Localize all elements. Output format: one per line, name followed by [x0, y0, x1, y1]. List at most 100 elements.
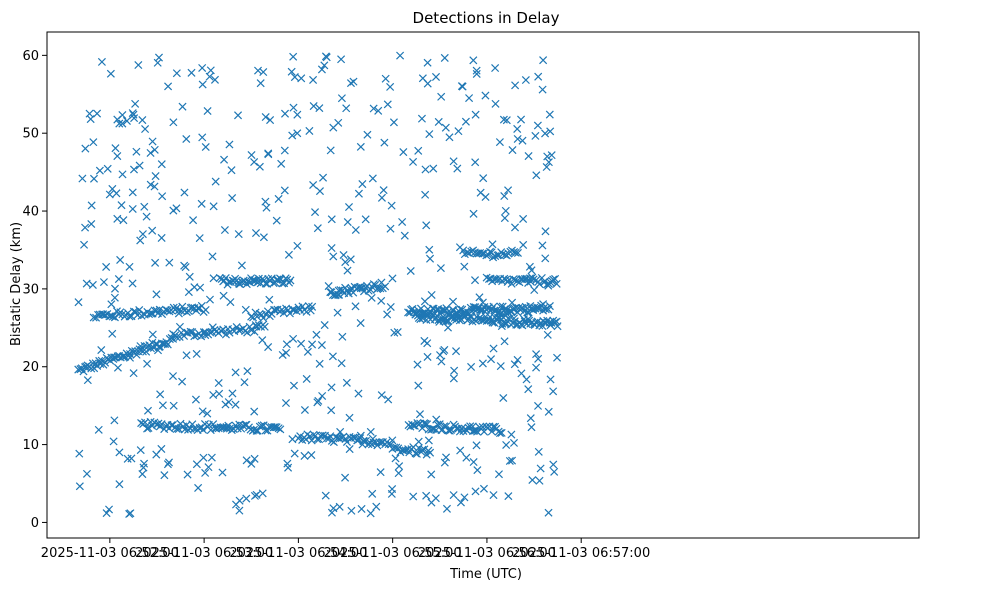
detection-marker [489, 344, 498, 353]
detection-marker [508, 146, 517, 155]
detection-marker [377, 193, 386, 202]
detection-marker [470, 305, 479, 314]
detection-marker [260, 322, 269, 331]
detection-marker [198, 63, 207, 72]
detection-marker [342, 378, 351, 387]
detection-marker [534, 72, 543, 81]
detection-marker [513, 277, 522, 286]
detection-marker [102, 262, 111, 271]
detection-marker [472, 441, 481, 450]
detection-marker [504, 492, 513, 501]
detection-marker [242, 456, 251, 465]
detection-marker [204, 463, 213, 472]
detection-marker [259, 233, 268, 242]
detection-marker [376, 468, 385, 477]
detection-marker [327, 243, 336, 253]
detection-marker [280, 186, 289, 195]
detection-marker [453, 164, 462, 173]
detection-marker [456, 305, 465, 314]
detection-marker [478, 298, 487, 307]
detection-marker [317, 65, 326, 74]
detection-marker [136, 236, 145, 245]
y-axis-ticks: 0 10 20 30 40 50 60 [22, 49, 47, 531]
detection-marker [400, 231, 409, 240]
detection-marker [436, 351, 445, 360]
detection-marker [250, 491, 259, 500]
detection-marker [420, 297, 429, 306]
detection-marker [327, 406, 336, 415]
detection-marker [143, 406, 153, 415]
detection-marker [544, 407, 553, 416]
detection-marker [406, 266, 415, 276]
detection-marker [278, 279, 287, 288]
detection-marker [345, 445, 354, 454]
detection-marker [165, 258, 174, 267]
detection-marker [456, 498, 465, 507]
detection-marker [300, 405, 309, 415]
detection-marker [398, 217, 407, 227]
detection-marker [110, 284, 120, 293]
detection-marker [366, 509, 375, 518]
detection-marker [356, 319, 365, 328]
detection-marker [532, 171, 541, 180]
detection-marker [449, 157, 458, 166]
detection-marker [142, 212, 151, 221]
detection-marker [309, 75, 318, 84]
detection-marker [148, 137, 157, 146]
detection-marker [216, 423, 225, 432]
detection-marker [361, 215, 370, 224]
detection-marker [418, 424, 427, 433]
detection-marker [151, 258, 160, 267]
detection-marker [208, 252, 217, 261]
detection-marker [423, 58, 432, 67]
detection-marker [502, 116, 511, 125]
detection-marker [75, 449, 84, 458]
detection-marker [151, 172, 160, 181]
detection-marker [254, 277, 263, 286]
detection-marker [164, 458, 174, 467]
detection-marker [519, 214, 528, 223]
y-tick-label: 10 [22, 438, 39, 453]
detection-marker [423, 420, 432, 429]
detection-marker [412, 449, 421, 458]
detection-marker [546, 321, 555, 330]
detection-marker [413, 360, 422, 369]
detection-marker [272, 216, 281, 225]
detection-marker [132, 147, 141, 156]
chart-title: Detections in Delay [413, 9, 560, 27]
detection-marker [220, 225, 229, 235]
detection-marker [174, 306, 183, 315]
detection-marker [201, 328, 210, 337]
detection-marker [499, 393, 508, 403]
detection-marker [258, 336, 267, 345]
detection-marker [138, 470, 147, 479]
detection-marker [125, 509, 134, 518]
detection-marker [178, 377, 187, 386]
detection-marker [288, 435, 297, 444]
detection-marker [414, 381, 423, 390]
detection-marker [118, 119, 127, 128]
detection-marker [524, 152, 533, 161]
detection-marker [329, 252, 338, 261]
detection-marker [414, 146, 423, 155]
detection-marker [470, 426, 479, 435]
detection-marker [251, 321, 260, 330]
detection-marker [234, 230, 243, 239]
detection-marker [300, 451, 309, 460]
detection-marker [478, 359, 487, 368]
detection-marker [327, 508, 336, 517]
detection-marker [369, 104, 378, 113]
detection-marker [154, 53, 164, 62]
detection-marker [437, 92, 446, 101]
detection-marker [426, 254, 435, 263]
detection-marker [136, 342, 145, 351]
detection-marker [435, 420, 444, 429]
detection-marker [543, 152, 552, 161]
detection-marker [434, 117, 443, 126]
detection-marker [225, 140, 234, 149]
detection-marker [116, 255, 125, 264]
detection-marker [494, 470, 503, 479]
detection-marker [317, 341, 326, 350]
x-tick-label: 2025-11-03 06:57:00 [512, 546, 650, 561]
detection-marker [341, 473, 350, 482]
